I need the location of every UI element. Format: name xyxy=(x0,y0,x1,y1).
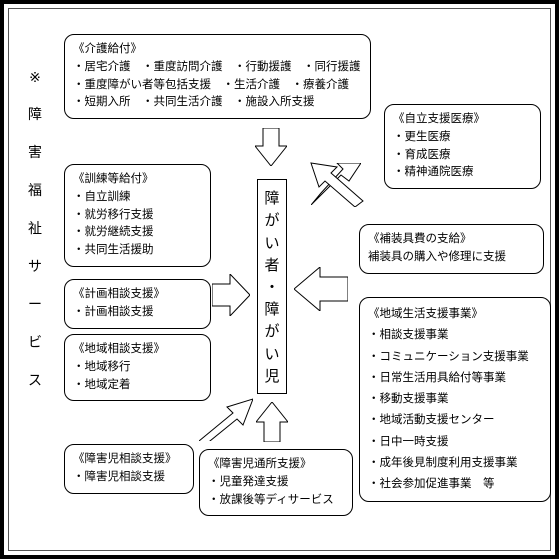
box-keikaku: 《計画相談支援》 ・計画相談支援 xyxy=(64,279,211,329)
box-kaigo: 《介護給付》 ・居宅介護 ・重度訪問介護 ・行動援護 ・同行援護 ・重度障がい者… xyxy=(64,34,371,119)
box-hosou: 《補装具費の支給》 補装具の購入や修理に支援 xyxy=(359,224,544,274)
diagram-inner: ※ 障 害 福 祉 サ ー ビ ス 《介護給付》 ・居宅介護 ・重度訪問介護 ・… xyxy=(8,8,551,551)
arrow-diag-bottomleft xyxy=(199,397,253,441)
arrow-right-left xyxy=(212,274,250,316)
side-prefix: ※ xyxy=(27,69,43,86)
arrow-down-top xyxy=(255,128,287,166)
box-chiiki-soudan: 《地域相談支援》 ・地域移行 ・地域定着 xyxy=(64,334,211,401)
arrow-left-right xyxy=(294,267,348,311)
box-iryou: 《自立支援医療》 ・更生医療 ・育成医療 ・精神通院医療 xyxy=(384,104,541,189)
box-chiiki-jigyou: 《地域生活支援事業》 ・相談支援事業 ・コミュニケーション支援事業 ・日常生活用… xyxy=(359,297,551,502)
diagram-frame: ※ 障 害 福 祉 サ ー ビ ス 《介護給付》 ・居宅介護 ・重度訪問介護 ・… xyxy=(0,0,559,559)
side-label: ※ 障 害 福 祉 サ ー ビ ス xyxy=(27,69,43,408)
arrow-diag-topright-real xyxy=(309,161,367,207)
arrow-up-bottom xyxy=(256,402,288,442)
box-shogaiji-soudan: 《障害児相談支援》 ・障害児相談支援 xyxy=(64,444,194,494)
box-kunren: 《訓練等給付》 ・自立訓練 ・就労移行支援 ・就労継続支援 ・共同生活援助 xyxy=(64,164,211,267)
box-tsusho: 《障害児通所支援》 ・児童発達支援 ・放課後等ディサービス xyxy=(199,449,353,516)
center-target: 障 が い 者 ・ 障 が い 児 xyxy=(257,179,287,394)
